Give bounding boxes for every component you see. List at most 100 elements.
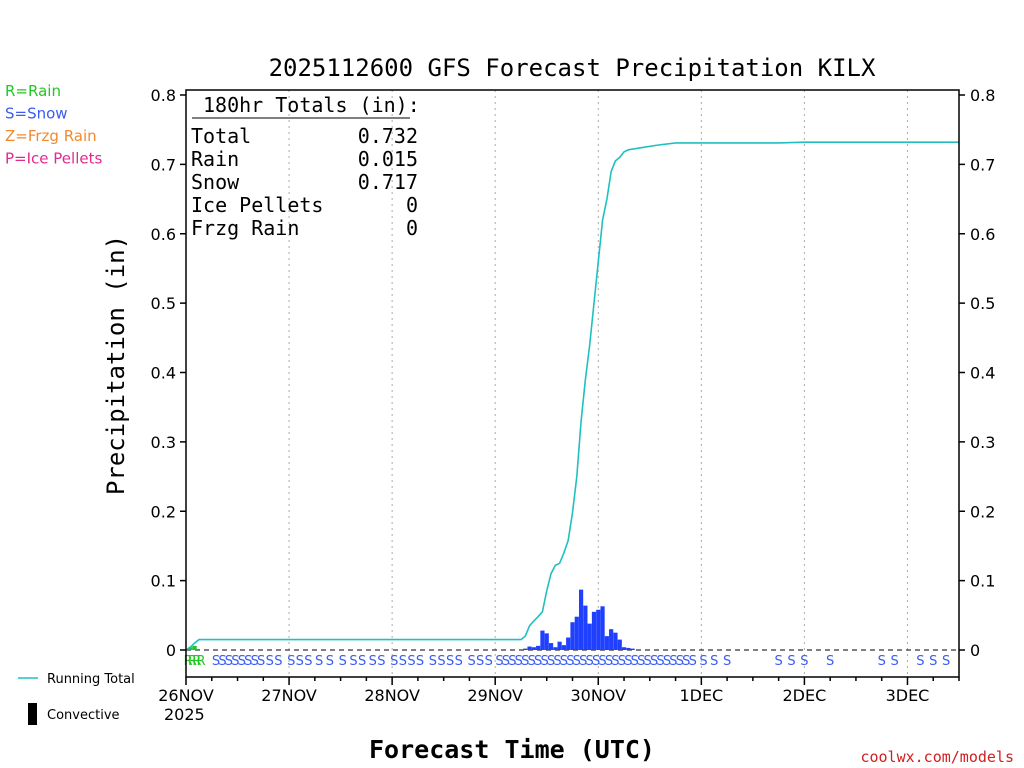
snow-bar: [557, 641, 562, 650]
precip-type-marker: S: [399, 654, 407, 669]
precip-type-marker: S: [467, 654, 475, 669]
snow-bar: [578, 589, 584, 650]
precip-type-marker: S: [560, 654, 568, 669]
totals-row-value: 0.015: [358, 147, 418, 171]
legend-type-entry: S=Snow: [5, 105, 68, 123]
snow-bar: [600, 606, 605, 650]
totals-row-value: 0: [406, 216, 418, 240]
y-tick-label-right: 0: [970, 641, 980, 660]
precip-type-marker: S: [358, 654, 366, 669]
precip-type-marker: S: [547, 654, 555, 669]
plot-frame: [185, 89, 960, 678]
snow-bar: [583, 605, 588, 650]
legend-type-entry: P=Ice Pellets: [5, 150, 102, 168]
precip-type-marker: S: [455, 654, 463, 669]
precip-type-marker: S: [266, 654, 274, 669]
series-legend: Running Total Convective: [18, 672, 135, 725]
totals-row-label: Snow: [191, 170, 240, 194]
rain-bar: [188, 647, 193, 650]
precip-type-marker: S: [437, 654, 445, 669]
precip-type-marker: S: [553, 654, 561, 669]
snow-bar: [523, 648, 528, 650]
y-tick-label: 0.7: [151, 155, 176, 174]
totals-row-label: Ice Pellets: [191, 193, 323, 217]
precip-type-marker: S: [390, 654, 398, 669]
precip-type-marker: S: [521, 654, 529, 669]
y-tick-label: 0.2: [151, 502, 176, 521]
y-tick-label-right: 0.8: [970, 86, 995, 105]
x-axis-label: Forecast Time (UTC): [369, 735, 655, 764]
snow-bar: [604, 636, 609, 650]
x-tick-label: 27NOV: [261, 686, 317, 705]
y-tick-label: 0.5: [151, 294, 176, 313]
totals-header: 180hr Totals (in):: [203, 93, 420, 117]
precip-type-marker: S: [656, 654, 664, 669]
precip-type-marker: S: [676, 654, 684, 669]
precip-type-marker: S: [942, 654, 950, 669]
y-ticks-right: 0 0.1 0.2 0.3 0.4 0.5 0.6 0.7 0.8: [959, 86, 995, 660]
precip-type-marker: S: [637, 654, 645, 669]
snow-bar: [574, 616, 579, 650]
precip-type-marker: R: [197, 654, 206, 669]
snow-bar: [596, 609, 601, 650]
precip-type-marker: S: [446, 654, 454, 669]
credit-text: coolwx.com/models: [860, 748, 1014, 766]
snow-bar: [566, 637, 571, 650]
snow-bar: [591, 611, 597, 650]
snow-bar: [587, 623, 592, 650]
precip-type-marker: S: [689, 654, 697, 669]
precip-type-marker: S: [515, 654, 523, 669]
precip-type-marker: S: [624, 654, 632, 669]
precip-type-marker: S: [929, 654, 937, 669]
x-tick-label: 28NOV: [364, 686, 420, 705]
precip-type-marker: S: [528, 654, 536, 669]
precip-type-marker: S: [775, 654, 783, 669]
y-tick-label: 0.3: [151, 433, 176, 452]
precip-type-marker: S: [650, 654, 658, 669]
snow-bar: [527, 646, 532, 650]
x-tick-label: 26NOV: [158, 686, 214, 705]
precip-type-marker: R: [192, 654, 201, 669]
precip-type-marker: S: [218, 654, 226, 669]
precip-type-marker: S: [502, 654, 510, 669]
gridlines: [186, 90, 959, 677]
totals-row-label: Total: [191, 124, 251, 148]
y-tick-label-right: 0.7: [970, 155, 995, 174]
precip-type-marker: S: [296, 654, 304, 669]
totals-row-value: 0.732: [358, 124, 418, 148]
precip-type-marker: S: [377, 654, 385, 669]
snow-bar: [540, 630, 545, 650]
precip-type-marker: S: [508, 654, 516, 669]
snow-bar: [626, 647, 631, 650]
legend-bar-swatch: [28, 703, 37, 725]
precip-type-marker: S: [304, 654, 312, 669]
legend-series-entry: Running Total: [47, 672, 135, 687]
precip-type-marker: S: [878, 654, 886, 669]
precip-type-legend: R=Rain S=Snow Z=Frzg Rain P=Ice Pellets: [5, 82, 102, 168]
precip-type-marker: S: [699, 654, 707, 669]
precip-type-marker: S: [349, 654, 357, 669]
snow-bar: [548, 643, 554, 650]
y-tick-label: 0.1: [151, 572, 176, 591]
precip-type-marker: S: [566, 654, 574, 669]
precip-type-marker: S: [429, 654, 437, 669]
precip-type-marker: S: [212, 654, 220, 669]
precip-type-marker: S: [251, 654, 259, 669]
precip-type-marker: S: [826, 654, 834, 669]
legend-type-entry: R=Rain: [5, 82, 61, 100]
precip-type-marker: S: [225, 654, 233, 669]
precip-type-marker: S: [592, 654, 600, 669]
y-tick-label-right: 0.1: [970, 572, 995, 591]
x-tick-label: 29NOV: [467, 686, 523, 705]
y-tick-label-right: 0.6: [970, 225, 995, 244]
precip-type-marker: S: [573, 654, 581, 669]
precip-type-marker: S: [598, 654, 606, 669]
precip-type-marker: S: [326, 654, 334, 669]
precip-type-marker: S: [339, 654, 347, 669]
precip-type-marker: S: [244, 654, 252, 669]
totals-row-label: Frzg Rain: [191, 216, 299, 240]
y-axis-label: Precipitation (in): [102, 235, 130, 495]
precip-bars: [188, 589, 635, 650]
precip-type-marker: S: [710, 654, 718, 669]
y-tick-label: 0.6: [151, 225, 176, 244]
